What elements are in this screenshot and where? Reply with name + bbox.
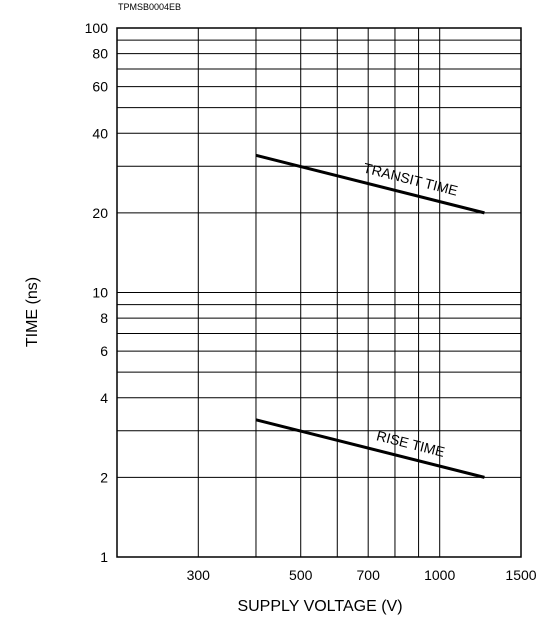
- figure-code: TPMSB0004EB: [118, 2, 182, 12]
- x-tick-label: 700: [357, 567, 381, 583]
- x-tick-label: 300: [187, 567, 211, 583]
- y-tick-label: 4: [100, 390, 108, 406]
- y-tick-label: 6: [100, 343, 108, 359]
- y-tick-label: 20: [92, 205, 108, 221]
- y-tick-label: 8: [100, 310, 108, 326]
- y-tick-label: 10: [92, 285, 108, 301]
- series-line-transit-time: [255, 153, 485, 215]
- series-label: RISE TIME: [375, 427, 447, 460]
- x-axis-label: SUPPLY VOLTAGE (V): [237, 598, 403, 615]
- y-tick-label: 2: [100, 469, 108, 485]
- y-tick-label: 100: [85, 20, 109, 36]
- y-tick-label: 60: [92, 79, 108, 95]
- series-line-rise-time: [255, 418, 485, 479]
- plot-frame: [116, 27, 522, 558]
- x-tick-label: 1500: [505, 567, 536, 583]
- y-tick-label: 1: [100, 549, 108, 565]
- x-tick-label: 1000: [424, 567, 455, 583]
- y-tick-label: 80: [92, 46, 108, 62]
- y-axis-label: TIME (ns): [24, 276, 41, 348]
- y-tick-label: 40: [92, 125, 108, 141]
- x-tick-label: 500: [289, 567, 313, 583]
